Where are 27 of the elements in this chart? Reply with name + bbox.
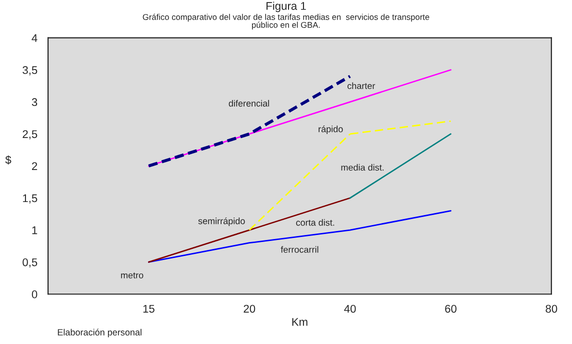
x-axis-title: Km [292,318,308,326]
series-label: rápido [318,126,343,134]
text: Elaboración personal [58,328,142,338]
series-label: semirrápido [198,217,245,226]
series-label: charter [348,82,376,90]
y-tick-label: 0,5 [22,258,38,268]
y-tick-label: 1,5 [23,194,38,204]
x-tick-label: 60 [445,304,456,313]
chart-subtitle: Gráfico comparativo del valor de las tarifas medias en servicios de transporte público en el GBA. [142,14,430,30]
series-label: media dist. [341,164,384,171]
x-tick-label: 20 [244,304,256,313]
x-tick-label: 40 [344,304,356,313]
y-tick-label: 3 [32,98,38,106]
chart-title: Figura 1 [266,2,306,12]
series-label: ferrocarril [280,246,318,253]
y-tick-label: 1 [32,226,38,234]
annotation: metro [121,272,144,278]
y-axis-title: $ [5,155,12,164]
series-label: corta dist. [296,219,334,226]
series-label: diferencial [228,100,270,107]
y-tick-label: 3,5 [22,66,38,76]
x-tick-label: 15 [143,304,154,313]
y-tick-label: 4 [32,34,38,42]
y-tick-label: 2,5 [22,130,38,140]
y-tick-label: 0 [32,290,38,298]
x-tick-label: 80 [546,304,558,313]
y-tick-label: 2 [32,162,38,170]
